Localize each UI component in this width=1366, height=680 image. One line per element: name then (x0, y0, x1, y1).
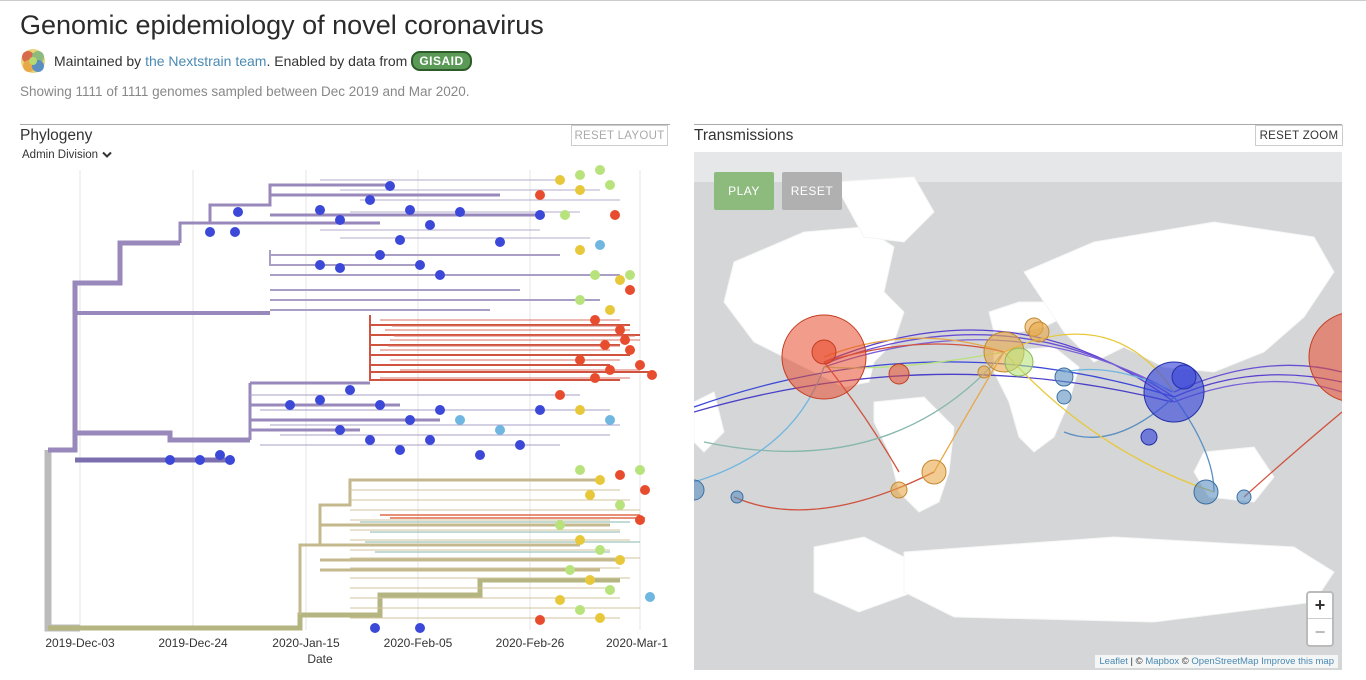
phylogeny-tree[interactable]: 2019-Dec-03 2019-Dec-24 2020-Jan-15 2020… (20, 150, 670, 670)
reset-layout-button[interactable]: RESET LAYOUT (571, 125, 668, 146)
zoom-control: + − (1306, 591, 1334, 647)
page-title: Genomic epidemiology of novel coronaviru… (20, 10, 544, 40)
attribution-separator: © (1179, 656, 1192, 667)
transmissions-title: Transmissions (694, 127, 794, 144)
continents (694, 176, 1335, 623)
tick-label: 2020-Mar-1 (606, 636, 668, 650)
improve-map-link[interactable]: Improve this map (1261, 656, 1334, 667)
attribution-separator: | © (1127, 656, 1146, 667)
chevron-down-icon (102, 151, 112, 158)
time-axis: 2019-Dec-03 2019-Dec-24 2020-Jan-15 2020… (45, 636, 668, 666)
tick-label: 2019-Dec-03 (45, 636, 115, 650)
genome-summary: Showing 1111 of 1111 genomes sampled bet… (20, 84, 470, 99)
zoom-in-button[interactable]: + (1308, 593, 1332, 619)
transmissions-divider (694, 124, 1342, 125)
play-button[interactable]: PLAY (714, 172, 774, 210)
date-gridlines (79, 170, 641, 630)
map-attribution: Leaflet | © Mapbox © OpenStreetMap Impro… (1095, 655, 1338, 668)
tree-tips (165, 165, 657, 633)
leaflet-link[interactable]: Leaflet (1099, 656, 1128, 667)
location-bubbles (694, 313, 1342, 505)
tree-branches (44, 179, 650, 632)
maintained-prefix: Maintained by (54, 53, 142, 69)
tick-label: 2020-Feb-26 (496, 636, 565, 650)
axis-title: Date (307, 652, 333, 666)
enabled-text: . Enabled by data from (266, 53, 408, 69)
byline: Maintained by the Nextstrain team. Enabl… (20, 47, 472, 75)
top-border (0, 0, 1366, 1)
tick-label: 2019-Dec-24 (158, 636, 228, 650)
tick-label: 2020-Feb-05 (384, 636, 453, 650)
tick-label: 2020-Jan-15 (272, 636, 340, 650)
zoom-out-button[interactable]: − (1314, 621, 1326, 642)
nextstrain-team-link[interactable]: the Nextstrain team (145, 53, 267, 69)
nextstrain-logo (21, 49, 45, 73)
color-by-label: Admin Division (22, 149, 99, 161)
reset-zoom-button[interactable]: RESET ZOOM (1255, 125, 1343, 146)
world-map (694, 152, 1342, 623)
mapbox-link[interactable]: Mapbox (1145, 656, 1180, 667)
gisaid-logo[interactable]: GISAID (411, 51, 472, 71)
phylogeny-divider (20, 124, 670, 125)
openstreetmap-link[interactable]: OpenStreetMap (1191, 656, 1259, 667)
phylogeny-title: Phylogeny (20, 127, 93, 144)
transmission-map[interactable]: PLAY RESET + − Leaflet | © Mapbox © Open… (694, 152, 1342, 670)
color-by-dropdown[interactable]: Admin Division (22, 149, 112, 161)
map-reset-button[interactable]: RESET (782, 172, 842, 210)
